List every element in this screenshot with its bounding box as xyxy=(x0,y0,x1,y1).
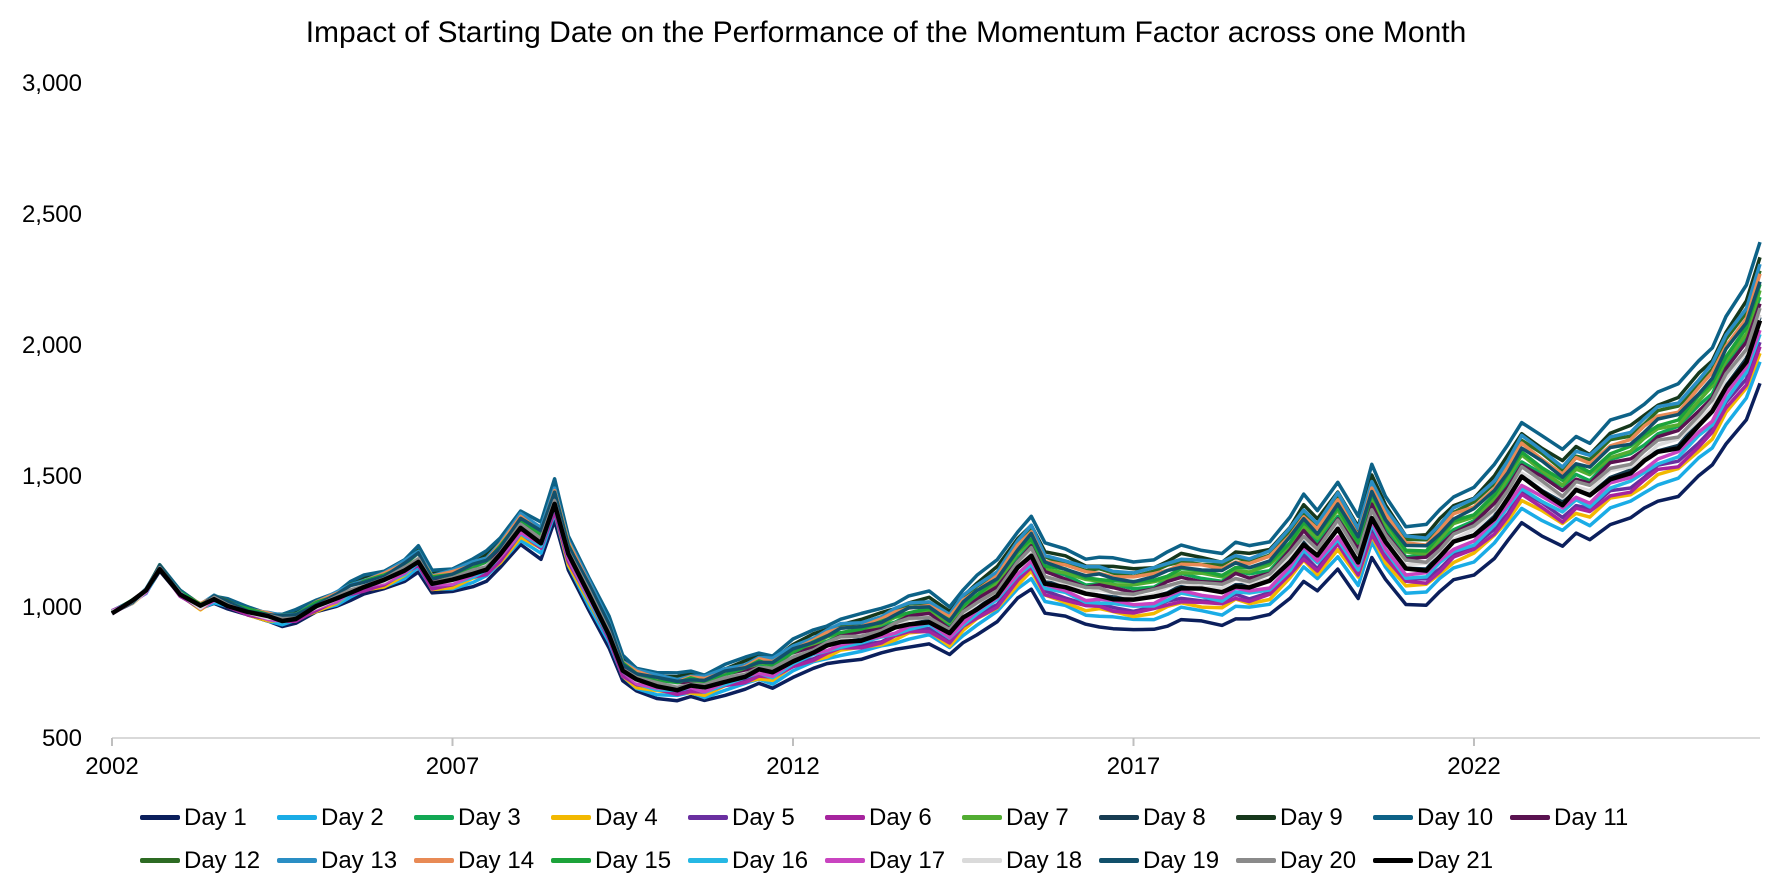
y-tick-label: 1,500 xyxy=(22,463,82,490)
legend-row: Day 12 Day 13 Day 14 Day 15 Day 16 Day 17 Day … xyxy=(140,839,1660,882)
legend-swatch xyxy=(1373,815,1413,820)
legend-item: Day 13 xyxy=(277,847,414,875)
y-tick-label: 500 xyxy=(42,725,82,752)
legend-label: Day 11 xyxy=(1554,803,1629,831)
y-tick-label: 2,500 xyxy=(22,201,82,228)
legend-label: Day 14 xyxy=(458,846,535,874)
legend-item: Day 19 xyxy=(1099,847,1236,875)
legend-swatch xyxy=(140,815,180,820)
series-line-day-21 xyxy=(110,319,1763,693)
legend-item: Day 17 xyxy=(825,847,962,875)
legend-item: Day 8 xyxy=(1099,804,1236,832)
legend-item: Day 12 xyxy=(140,847,277,875)
legend-label: Day 20 xyxy=(1280,846,1357,874)
legend-label: Day 1 xyxy=(184,803,247,831)
legend-label: Day 2 xyxy=(321,803,384,831)
legend-label: Day 8 xyxy=(1143,803,1206,831)
series-line-day-1 xyxy=(111,382,1762,703)
legend-swatch xyxy=(962,815,1002,820)
chart-legend: Day 1 Day 2 Day 3 Day 4 Day 5 Day 6 Day 7 Day 8… xyxy=(140,796,1660,882)
x-tick-label: 2012 xyxy=(766,753,819,780)
x-tick-label: 2007 xyxy=(426,753,479,780)
chart-plot-area: 500 1,000 1,500 2,000 2,500 3,000 2002 2007 2012… xyxy=(22,70,1763,780)
legend-item: Day 11 xyxy=(1510,804,1647,832)
legend-item: Day 18 xyxy=(962,847,1099,875)
legend-item: Day 16 xyxy=(688,847,825,875)
legend-label: Day 10 xyxy=(1417,803,1494,831)
legend-swatch xyxy=(688,858,728,863)
legend-label: Day 15 xyxy=(595,846,672,874)
legend-label: Day 7 xyxy=(1006,803,1069,831)
legend-label: Day 3 xyxy=(458,803,521,831)
legend-label: Day 17 xyxy=(869,846,946,874)
legend-swatch xyxy=(1099,858,1139,863)
series-line-day-4 xyxy=(111,352,1762,698)
legend-item: Day 20 xyxy=(1236,847,1373,875)
legend-label: Day 9 xyxy=(1280,803,1343,831)
legend-swatch xyxy=(825,858,865,863)
legend-swatch xyxy=(1373,858,1413,863)
legend-item: Day 2 xyxy=(277,804,414,832)
legend-label: Day 6 xyxy=(869,803,932,831)
legend-item: Day 9 xyxy=(1236,804,1373,832)
legend-swatch xyxy=(688,815,728,820)
legend-label: Day 5 xyxy=(732,803,795,831)
legend-label: Day 13 xyxy=(321,846,398,874)
legend-swatch xyxy=(1099,815,1139,820)
legend-item: Day 1 xyxy=(140,804,277,832)
legend-swatch xyxy=(277,815,317,820)
y-tick-label: 2,000 xyxy=(22,332,82,359)
legend-label: Day 18 xyxy=(1006,846,1083,874)
legend-item: Day 6 xyxy=(825,804,962,832)
legend-item: Day 21 xyxy=(1373,847,1510,875)
chart-title: Impact of Starting Date on the Performan… xyxy=(305,16,1467,49)
legend-swatch xyxy=(1510,815,1550,820)
legend-swatch xyxy=(277,858,317,863)
x-tick-label: 2022 xyxy=(1447,753,1500,780)
legend-swatch xyxy=(1236,858,1276,863)
legend-label: Day 12 xyxy=(184,846,261,874)
legend-item: Day 4 xyxy=(551,804,688,832)
legend-swatch xyxy=(414,815,454,820)
legend-item: Day 15 xyxy=(551,847,688,875)
x-tick-label: 2002 xyxy=(85,753,138,780)
legend-swatch xyxy=(825,815,865,820)
legend-row: Day 1 Day 2 Day 3 Day 4 Day 5 Day 6 Day 7 Day 8… xyxy=(140,796,1660,839)
legend-swatch xyxy=(414,858,454,863)
legend-swatch xyxy=(140,858,180,863)
legend-item: Day 14 xyxy=(414,847,551,875)
legend-item: Day 10 xyxy=(1373,804,1510,832)
y-tick-label: 3,000 xyxy=(22,70,82,97)
legend-item: Day 5 xyxy=(688,804,825,832)
x-tick-label: 2017 xyxy=(1107,753,1160,780)
legend-item: Day 3 xyxy=(414,804,551,832)
legend-label: Day 19 xyxy=(1143,846,1220,874)
legend-label: Day 4 xyxy=(595,803,658,831)
series-line-day-19 xyxy=(111,281,1762,684)
legend-swatch xyxy=(962,858,1002,863)
legend-swatch xyxy=(1236,815,1276,820)
legend-swatch xyxy=(551,858,591,863)
legend-label: Day 16 xyxy=(732,846,809,874)
y-tick-label: 1,000 xyxy=(22,594,82,621)
legend-label: Day 21 xyxy=(1417,846,1494,874)
legend-item: Day 7 xyxy=(962,804,1099,832)
legend-swatch xyxy=(551,815,591,820)
